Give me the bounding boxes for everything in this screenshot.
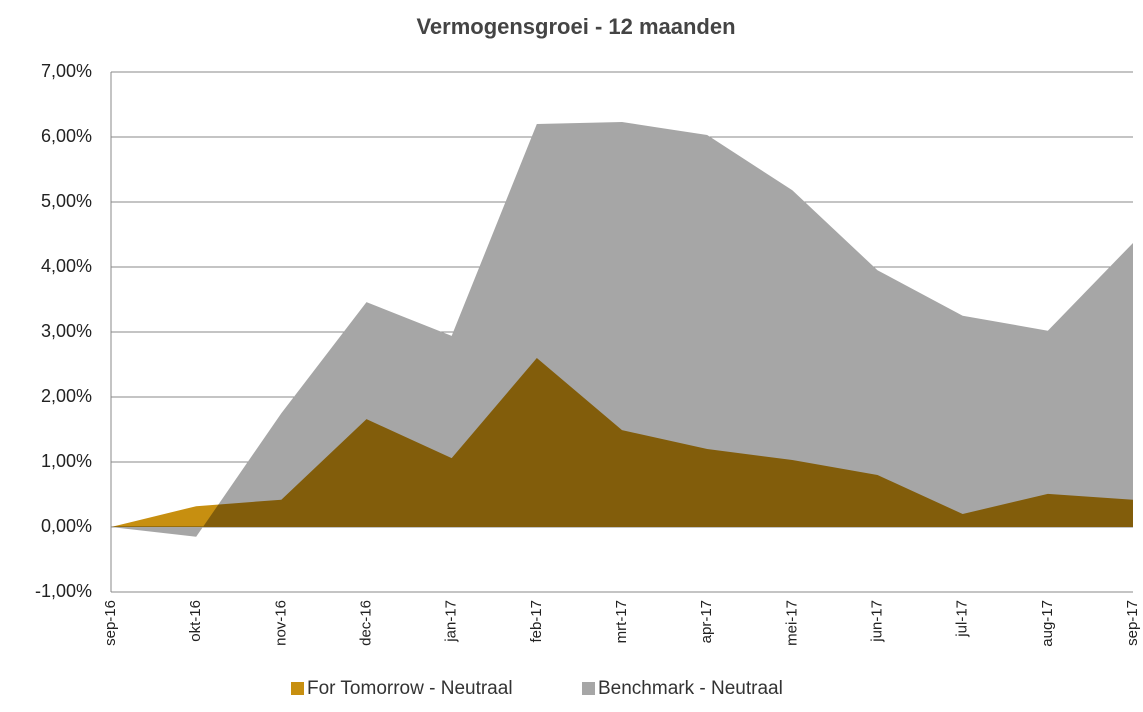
x-tick-label: nov-16 (272, 600, 289, 646)
x-tick-label: mei-17 (783, 600, 800, 646)
y-tick-label: 0,00% (41, 516, 92, 536)
y-tick-label: -1,00% (35, 581, 92, 601)
x-tick-label: sep-17 (1124, 600, 1141, 646)
x-tick-label: jun-17 (868, 600, 885, 643)
legend-label: For Tomorrow - Neutraal (307, 678, 513, 699)
legend-swatch (291, 682, 304, 695)
x-tick-label: feb-17 (528, 600, 545, 643)
x-tick-label: jul-17 (954, 600, 971, 638)
x-tick-label: apr-17 (698, 600, 715, 643)
y-tick-label: 6,00% (41, 126, 92, 146)
x-tick-label: sep-16 (102, 600, 119, 646)
x-tick-label: mrt-17 (613, 600, 630, 643)
area (111, 358, 1133, 527)
x-tick-label: jan-17 (443, 600, 460, 643)
y-tick-label: 7,00% (41, 61, 92, 81)
y-tick-label: 4,00% (41, 256, 92, 276)
y-tick-label: 3,00% (41, 321, 92, 341)
y-tick-label: 2,00% (41, 386, 92, 406)
chart-title: Vermogensgroei - 12 maanden (416, 14, 735, 39)
y-tick-label: 1,00% (41, 451, 92, 471)
x-tick-label: okt-16 (187, 600, 204, 642)
y-tick-label: 5,00% (41, 191, 92, 211)
legend-swatch (582, 682, 595, 695)
x-tick-label: dec-16 (357, 600, 374, 646)
x-tick-label: aug-17 (1039, 600, 1056, 647)
legend-label: Benchmark - Neutraal (598, 678, 783, 699)
